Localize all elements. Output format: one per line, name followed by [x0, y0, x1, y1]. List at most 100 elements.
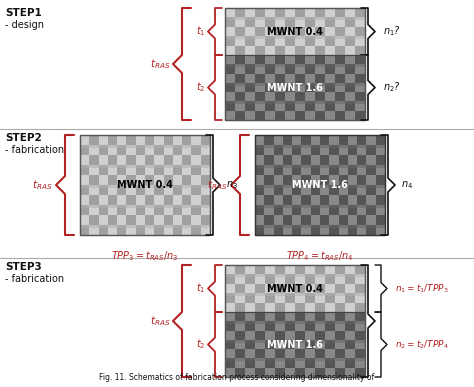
Bar: [99, 195, 108, 205]
Text: $t_1$: $t_1$: [196, 282, 205, 295]
Bar: [325, 101, 335, 111]
Bar: [275, 111, 285, 120]
Bar: [145, 175, 154, 185]
Bar: [295, 358, 305, 368]
Bar: [264, 145, 273, 155]
Bar: [235, 46, 245, 55]
Bar: [329, 155, 338, 165]
Bar: [325, 36, 335, 46]
Bar: [285, 17, 295, 27]
Bar: [99, 175, 108, 185]
Bar: [145, 145, 154, 155]
Bar: [335, 293, 345, 303]
Text: $t_{RAS}$: $t_{RAS}$: [149, 57, 170, 71]
Bar: [283, 175, 292, 185]
Bar: [225, 321, 235, 330]
Bar: [366, 195, 376, 205]
Bar: [301, 175, 311, 185]
Bar: [225, 8, 235, 17]
Bar: [366, 185, 376, 195]
Bar: [283, 205, 292, 215]
Bar: [325, 321, 335, 330]
Bar: [225, 55, 235, 64]
Bar: [225, 321, 365, 324]
Bar: [335, 303, 345, 312]
Bar: [345, 111, 355, 120]
Bar: [355, 101, 365, 111]
Bar: [80, 195, 89, 205]
Bar: [305, 358, 315, 368]
Bar: [245, 312, 255, 321]
Bar: [305, 284, 315, 293]
Bar: [136, 225, 145, 235]
Bar: [255, 27, 265, 36]
Bar: [255, 215, 264, 225]
Text: $t_1$: $t_1$: [196, 25, 205, 38]
Bar: [345, 8, 355, 17]
Bar: [335, 340, 345, 349]
Bar: [295, 46, 305, 55]
Bar: [311, 175, 320, 185]
Bar: [154, 205, 164, 215]
Bar: [255, 135, 264, 145]
Bar: [264, 215, 273, 225]
Bar: [285, 368, 295, 377]
Bar: [225, 284, 235, 293]
Bar: [255, 274, 265, 284]
Bar: [355, 92, 365, 101]
Bar: [295, 274, 305, 284]
Bar: [295, 55, 305, 64]
Bar: [164, 195, 173, 205]
Bar: [245, 36, 255, 46]
Bar: [235, 312, 245, 321]
Bar: [335, 83, 345, 92]
Bar: [285, 340, 295, 349]
Bar: [329, 215, 338, 225]
Bar: [225, 265, 235, 274]
Bar: [325, 330, 335, 340]
Bar: [225, 64, 365, 67]
Bar: [255, 349, 265, 358]
Bar: [255, 101, 265, 111]
Bar: [345, 36, 355, 46]
Bar: [145, 135, 154, 145]
Bar: [315, 303, 325, 312]
Bar: [80, 155, 89, 165]
Bar: [255, 155, 264, 165]
Bar: [173, 215, 182, 225]
Bar: [173, 195, 182, 205]
Bar: [355, 358, 365, 368]
Bar: [89, 175, 99, 185]
Bar: [355, 46, 365, 55]
Bar: [355, 293, 365, 303]
Bar: [255, 293, 265, 303]
Bar: [225, 303, 235, 312]
Text: - fabrication: - fabrication: [5, 274, 64, 284]
Bar: [315, 284, 325, 293]
Bar: [345, 284, 355, 293]
Bar: [255, 92, 265, 101]
Bar: [245, 17, 255, 27]
Bar: [355, 55, 365, 64]
Bar: [225, 17, 365, 20]
Bar: [376, 175, 385, 185]
Bar: [225, 74, 235, 83]
Bar: [325, 83, 335, 92]
Bar: [201, 175, 210, 185]
Bar: [338, 225, 348, 235]
Bar: [275, 27, 285, 36]
Bar: [376, 155, 385, 165]
Bar: [164, 215, 173, 225]
Bar: [345, 74, 355, 83]
Bar: [265, 340, 275, 349]
Bar: [201, 165, 210, 175]
Bar: [225, 368, 235, 377]
Bar: [273, 205, 283, 215]
Bar: [225, 358, 235, 368]
Bar: [265, 55, 275, 64]
Bar: [265, 330, 275, 340]
Bar: [311, 185, 320, 195]
Bar: [275, 265, 285, 274]
Bar: [245, 265, 255, 274]
Bar: [335, 284, 345, 293]
